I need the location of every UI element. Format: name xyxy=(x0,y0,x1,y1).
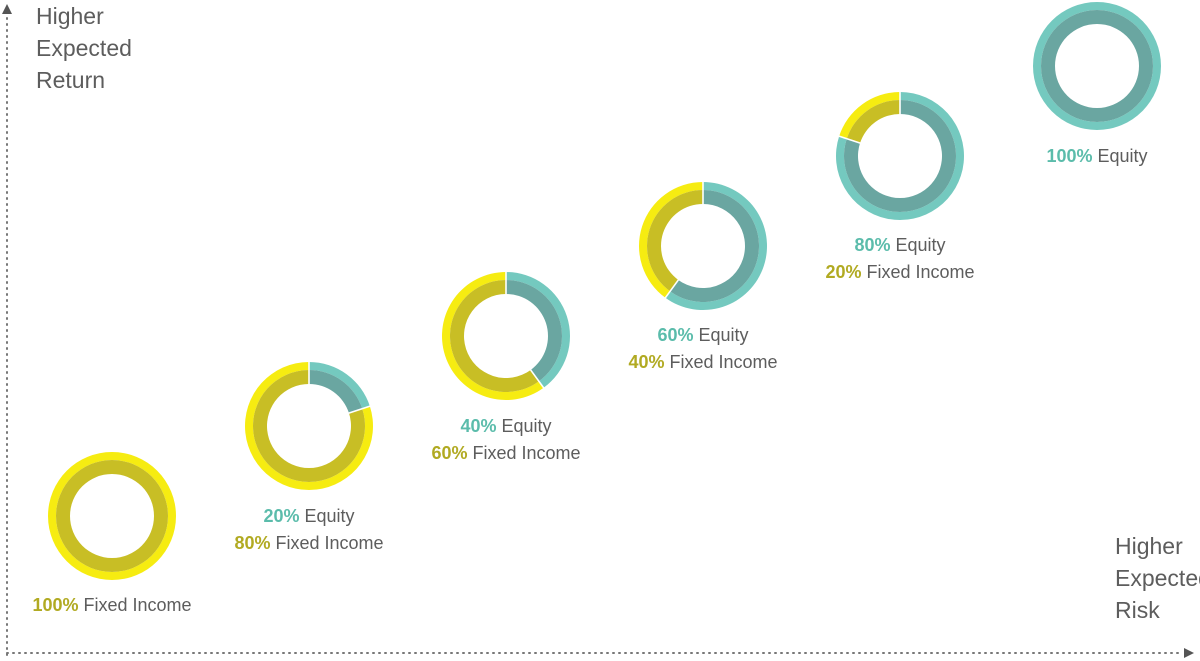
asset-class-name: Fixed Income xyxy=(664,352,778,372)
fixed-income-slice-outer xyxy=(638,182,703,298)
asset-class-name: Fixed Income xyxy=(861,262,975,282)
percent-value: 20% xyxy=(825,262,862,282)
equity-slice-inner xyxy=(1041,10,1153,122)
fixed-income-slice-inner xyxy=(450,279,539,392)
fixed-income-label: 60% Fixed Income xyxy=(431,440,580,467)
donut-40-equity xyxy=(442,271,571,400)
fixed-income-label: 20% Fixed Income xyxy=(825,259,974,286)
fixed-income-label: 100% Fixed Income xyxy=(32,592,191,619)
donut-80-equity xyxy=(836,91,965,220)
portfolio-label-0-equity: 100% Fixed Income xyxy=(32,592,191,619)
equity-label: 60% Equity xyxy=(628,322,777,349)
equity-slice-outer xyxy=(506,272,571,388)
asset-class-name: Equity xyxy=(299,506,355,526)
donut-60-equity xyxy=(638,181,767,310)
asset-class-name: Fixed Income xyxy=(78,595,192,615)
asset-class-name: Equity xyxy=(890,235,946,255)
y-axis-title-line-2: Expected xyxy=(36,35,132,61)
donut-20-equity xyxy=(245,361,373,490)
portfolio-label-60-equity: 60% Equity 40% Fixed Income xyxy=(628,322,777,376)
fixed-income-slice-inner xyxy=(647,190,703,292)
fixed-income-slice-inner xyxy=(56,460,168,572)
x-axis-arrow xyxy=(1184,648,1194,658)
slice-separator xyxy=(664,278,680,300)
donut-100-equity xyxy=(1033,2,1161,130)
percent-value: 60% xyxy=(431,443,468,463)
slice-separator xyxy=(529,368,545,390)
slice-separator xyxy=(837,135,862,145)
equity-slice-inner xyxy=(506,280,562,382)
x-axis-title-line-3: Risk xyxy=(1115,597,1160,623)
portfolio-label-80-equity: 80% Equity 20% Fixed Income xyxy=(825,232,974,286)
equity-label: 80% Equity xyxy=(825,232,974,259)
equity-label: 20% Equity xyxy=(234,503,383,530)
y-axis-title: Higher Expected Return xyxy=(36,0,132,96)
fixed-income-slice-outer xyxy=(442,272,544,400)
percent-value: 40% xyxy=(460,416,497,436)
axes xyxy=(2,4,1194,658)
fixed-income-slice-inner xyxy=(846,100,900,144)
equity-label: 40% Equity xyxy=(431,413,580,440)
donut-layer xyxy=(48,2,1161,580)
percent-value: 20% xyxy=(263,506,300,526)
fixed-income-label: 80% Fixed Income xyxy=(234,530,383,557)
slice-separator xyxy=(347,405,372,415)
equity-slice-inner xyxy=(309,370,363,414)
y-axis-title-line-1: Higher xyxy=(36,3,104,29)
asset-class-name: Equity xyxy=(1092,146,1148,166)
asset-class-name: Equity xyxy=(496,416,552,436)
equity-slice-outer xyxy=(665,182,767,310)
y-axis-title-line-3: Return xyxy=(36,67,106,93)
percent-value: 60% xyxy=(657,325,694,345)
x-axis-title-line-1: Higher xyxy=(1115,533,1183,559)
asset-class-name: Fixed Income xyxy=(270,533,384,553)
equity-slice-inner xyxy=(670,190,759,302)
x-axis-title: Higher Expected Risk xyxy=(1115,530,1200,626)
percent-value: 40% xyxy=(628,352,665,372)
percent-value: 80% xyxy=(234,533,271,553)
percent-value: 80% xyxy=(854,235,891,255)
percent-value: 100% xyxy=(1046,146,1093,166)
x-axis-title-line-2: Expected xyxy=(1115,565,1200,591)
asset-class-name: Fixed Income xyxy=(467,443,581,463)
portfolio-label-20-equity: 20% Equity 80% Fixed Income xyxy=(234,503,383,557)
donut-0-equity xyxy=(48,452,176,580)
equity-label: 100% Equity xyxy=(1046,143,1147,170)
y-axis-arrow xyxy=(2,4,12,14)
portfolio-label-100-equity: 100% Equity xyxy=(1046,143,1147,170)
percent-value: 100% xyxy=(32,595,79,615)
asset-class-name: Equity xyxy=(693,325,749,345)
fixed-income-label: 40% Fixed Income xyxy=(628,349,777,376)
portfolio-label-40-equity: 40% Equity 60% Fixed Income xyxy=(431,413,580,467)
equity-slice-outer xyxy=(309,362,370,409)
fixed-income-slice-outer xyxy=(839,92,900,139)
